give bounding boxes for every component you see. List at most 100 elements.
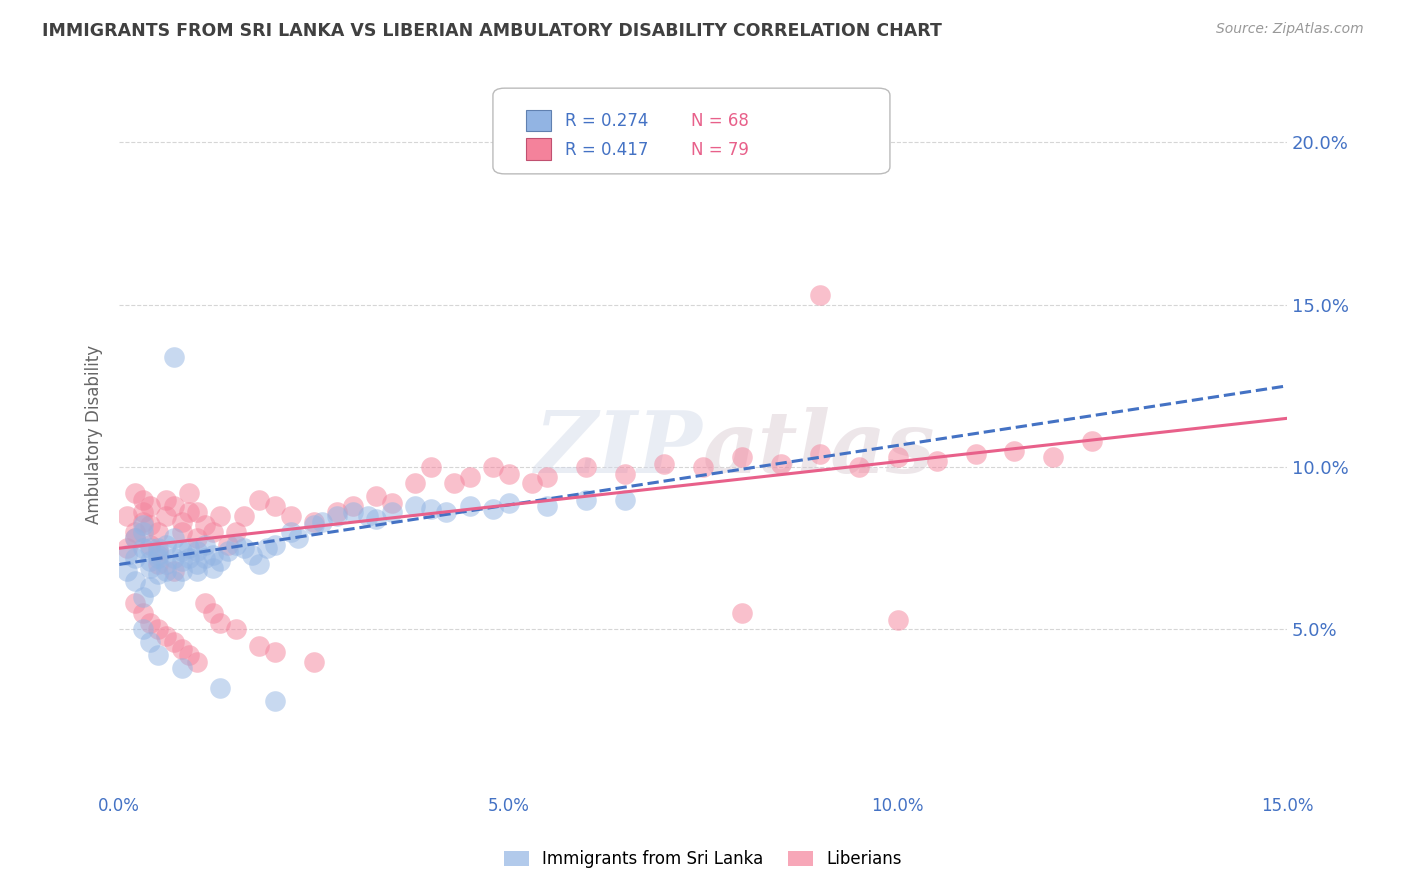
Point xyxy=(170,641,193,656)
Point xyxy=(115,548,138,562)
Point xyxy=(186,564,208,578)
Point xyxy=(148,548,170,562)
Text: R = 0.274: R = 0.274 xyxy=(565,112,648,130)
Text: ZIP: ZIP xyxy=(536,407,703,491)
Point xyxy=(264,694,287,708)
Point xyxy=(179,541,201,556)
Point xyxy=(232,508,254,523)
Point xyxy=(326,506,349,520)
Point xyxy=(131,524,153,539)
Point xyxy=(155,508,177,523)
Point xyxy=(148,524,170,539)
Point xyxy=(381,506,404,520)
Point xyxy=(311,515,333,529)
Point xyxy=(194,518,217,533)
Point xyxy=(342,506,364,520)
Point xyxy=(232,541,254,556)
Point xyxy=(170,524,193,539)
Point xyxy=(366,489,388,503)
Point xyxy=(186,558,208,572)
Point xyxy=(139,560,162,574)
Point xyxy=(1004,443,1026,458)
Point xyxy=(124,596,146,610)
Point xyxy=(115,564,138,578)
Point xyxy=(115,508,138,523)
Point xyxy=(163,574,186,588)
Point xyxy=(155,558,177,572)
Point xyxy=(163,635,186,649)
Point xyxy=(366,512,388,526)
FancyBboxPatch shape xyxy=(494,88,890,174)
Point xyxy=(186,544,208,558)
Point xyxy=(498,467,520,481)
Point xyxy=(217,544,239,558)
Point xyxy=(131,623,153,637)
Point xyxy=(302,515,325,529)
Point xyxy=(357,508,380,523)
Point xyxy=(536,470,558,484)
Point xyxy=(536,499,558,513)
Point xyxy=(179,550,201,565)
Point xyxy=(194,538,217,552)
Point xyxy=(131,590,153,604)
Point xyxy=(419,460,441,475)
Point xyxy=(225,623,247,637)
Point xyxy=(131,541,153,556)
Point xyxy=(886,613,908,627)
Point xyxy=(139,554,162,568)
Point xyxy=(848,460,870,475)
Point xyxy=(139,635,162,649)
Point xyxy=(194,596,217,610)
Point xyxy=(139,518,162,533)
Point xyxy=(124,524,146,539)
Text: N = 79: N = 79 xyxy=(692,141,749,159)
Point xyxy=(124,532,146,546)
Point xyxy=(139,541,162,556)
Point xyxy=(808,288,831,302)
Point xyxy=(163,550,186,565)
Point xyxy=(131,518,153,533)
Point xyxy=(731,450,754,465)
Text: Source: ZipAtlas.com: Source: ZipAtlas.com xyxy=(1216,22,1364,37)
Point xyxy=(201,606,224,620)
Point xyxy=(404,499,426,513)
Bar xyxy=(526,138,551,160)
Point xyxy=(148,558,170,572)
Point xyxy=(614,492,637,507)
Point xyxy=(808,447,831,461)
Point xyxy=(769,457,792,471)
Bar xyxy=(526,110,551,131)
Point xyxy=(186,532,208,546)
Point xyxy=(170,661,193,675)
Point xyxy=(326,508,349,523)
Point xyxy=(148,541,170,556)
Point xyxy=(163,499,186,513)
Point xyxy=(1081,434,1104,448)
Point xyxy=(155,564,177,578)
Point xyxy=(139,538,162,552)
Point xyxy=(458,470,481,484)
Point xyxy=(148,544,170,558)
Point xyxy=(209,508,232,523)
Point xyxy=(148,648,170,663)
Point xyxy=(186,506,208,520)
Point xyxy=(148,567,170,582)
Point xyxy=(614,467,637,481)
Point xyxy=(131,606,153,620)
Point xyxy=(179,648,201,663)
Point xyxy=(124,550,146,565)
Point xyxy=(217,538,239,552)
Point xyxy=(256,541,278,556)
Point xyxy=(280,508,302,523)
Point xyxy=(186,655,208,669)
Point xyxy=(163,350,186,364)
Point xyxy=(240,548,263,562)
Point xyxy=(886,450,908,465)
Point xyxy=(692,460,714,475)
Point xyxy=(458,499,481,513)
Point xyxy=(209,681,232,695)
Point xyxy=(225,538,247,552)
Point xyxy=(965,447,987,461)
Text: N = 68: N = 68 xyxy=(692,112,749,130)
Point xyxy=(170,515,193,529)
